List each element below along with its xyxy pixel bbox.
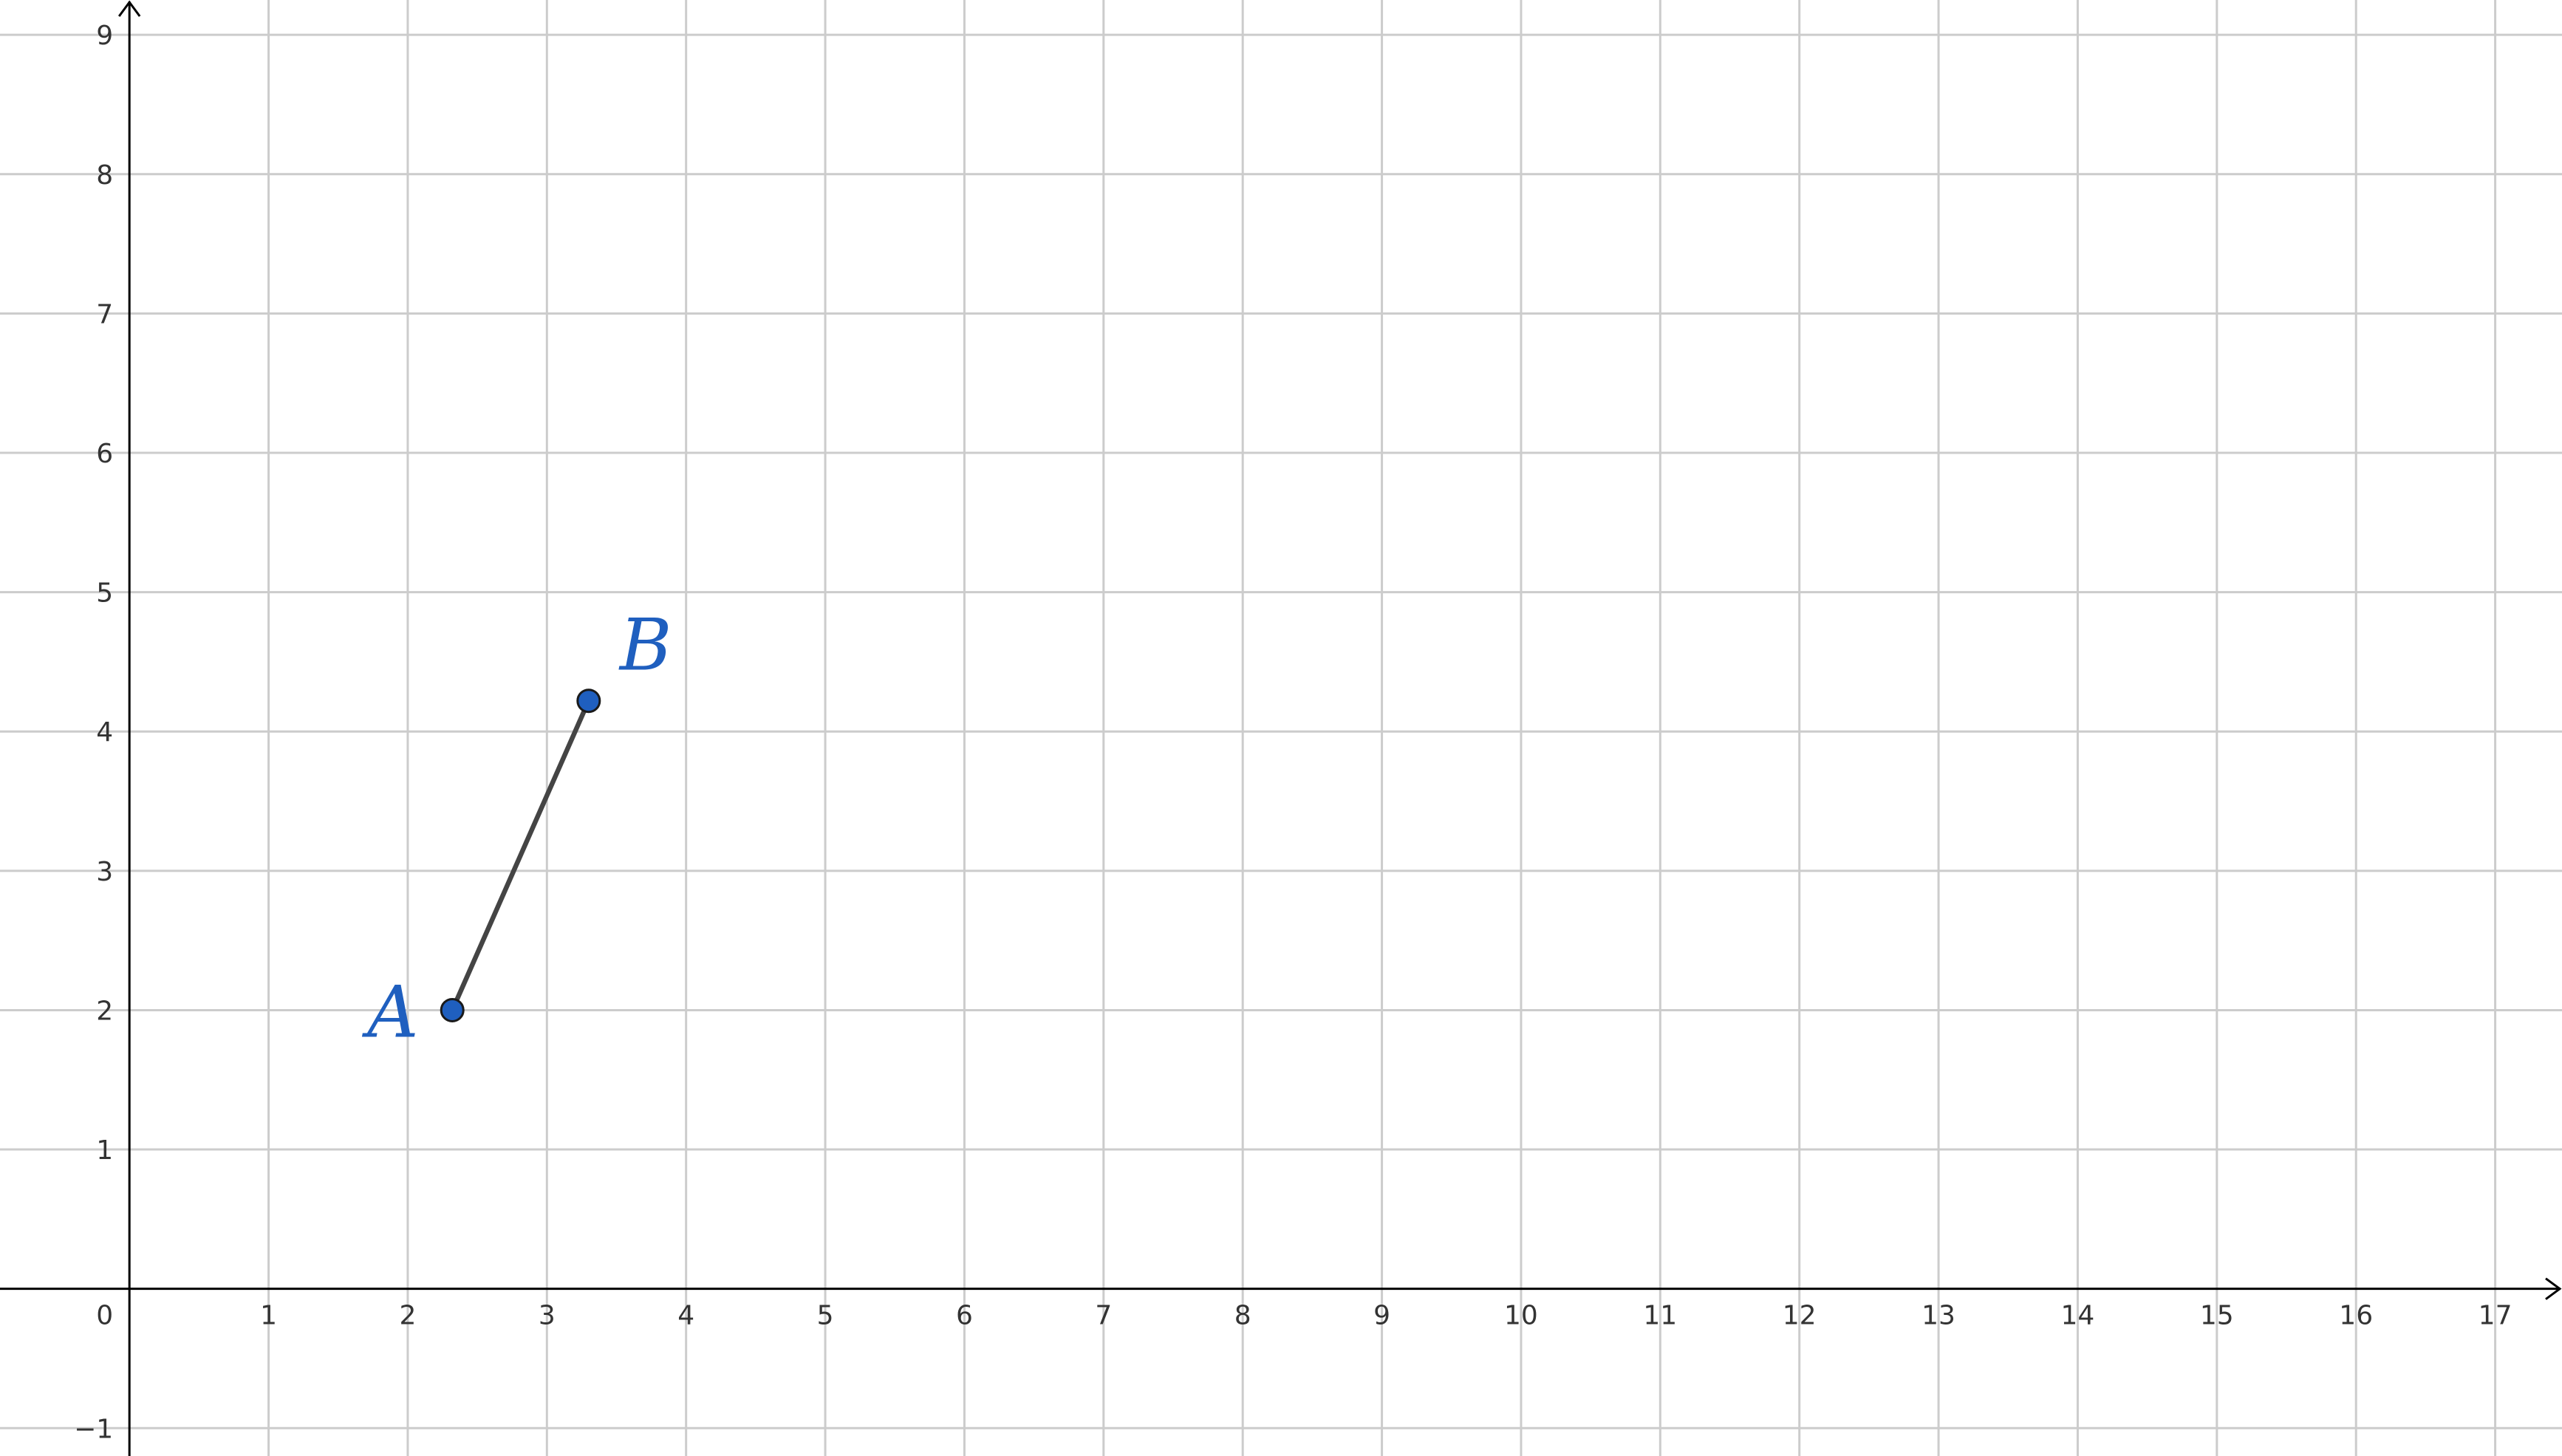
x-tick-label: 3	[539, 1301, 556, 1331]
point-label-b: B	[618, 604, 672, 687]
x-tick-label: 17	[2479, 1301, 2513, 1331]
x-tick-label: 4	[677, 1301, 694, 1331]
point-label-a: A	[361, 971, 418, 1053]
point-b[interactable]	[576, 688, 601, 714]
y-tick-label: −1	[74, 1414, 113, 1444]
y-tick-label: 5	[96, 578, 113, 609]
x-tick-label: 5	[817, 1301, 834, 1331]
y-tick-label: 7	[96, 299, 113, 329]
x-tick-label: 9	[1373, 1301, 1390, 1331]
y-tick-label: 9	[96, 21, 113, 51]
x-tick-label: 13	[1922, 1301, 1955, 1331]
x-tick-label: 8	[1234, 1301, 1251, 1331]
point-a[interactable]	[440, 997, 465, 1022]
x-tick-label: 10	[1504, 1301, 1538, 1331]
y-tick-label: 4	[96, 717, 113, 748]
y-tick-label: 2	[96, 996, 113, 1026]
y-tick-label: 1	[96, 1135, 113, 1166]
y-tick-label: 8	[96, 160, 113, 191]
x-tick-label: 15	[2200, 1301, 2234, 1331]
geometry-objects[interactable]: AB	[361, 604, 672, 1054]
y-axis-arrow	[117, 0, 141, 17]
x-tick-label: 7	[1095, 1301, 1112, 1331]
x-tick-label: 1	[260, 1301, 277, 1331]
y-tick-label: 3	[96, 857, 113, 887]
origin-label: 0	[96, 1301, 113, 1331]
x-tick-label: 11	[1643, 1301, 1677, 1331]
x-tick-label: 14	[2061, 1301, 2095, 1331]
x-tick-label: 6	[956, 1301, 973, 1331]
x-tick-label: 16	[2339, 1301, 2373, 1331]
x-axis-arrow	[2545, 1277, 2562, 1300]
segment-ab[interactable]	[449, 698, 592, 1013]
y-tick-label: 6	[96, 439, 113, 469]
x-tick-label: 12	[1783, 1301, 1817, 1331]
x-tick-label: 2	[399, 1301, 416, 1331]
